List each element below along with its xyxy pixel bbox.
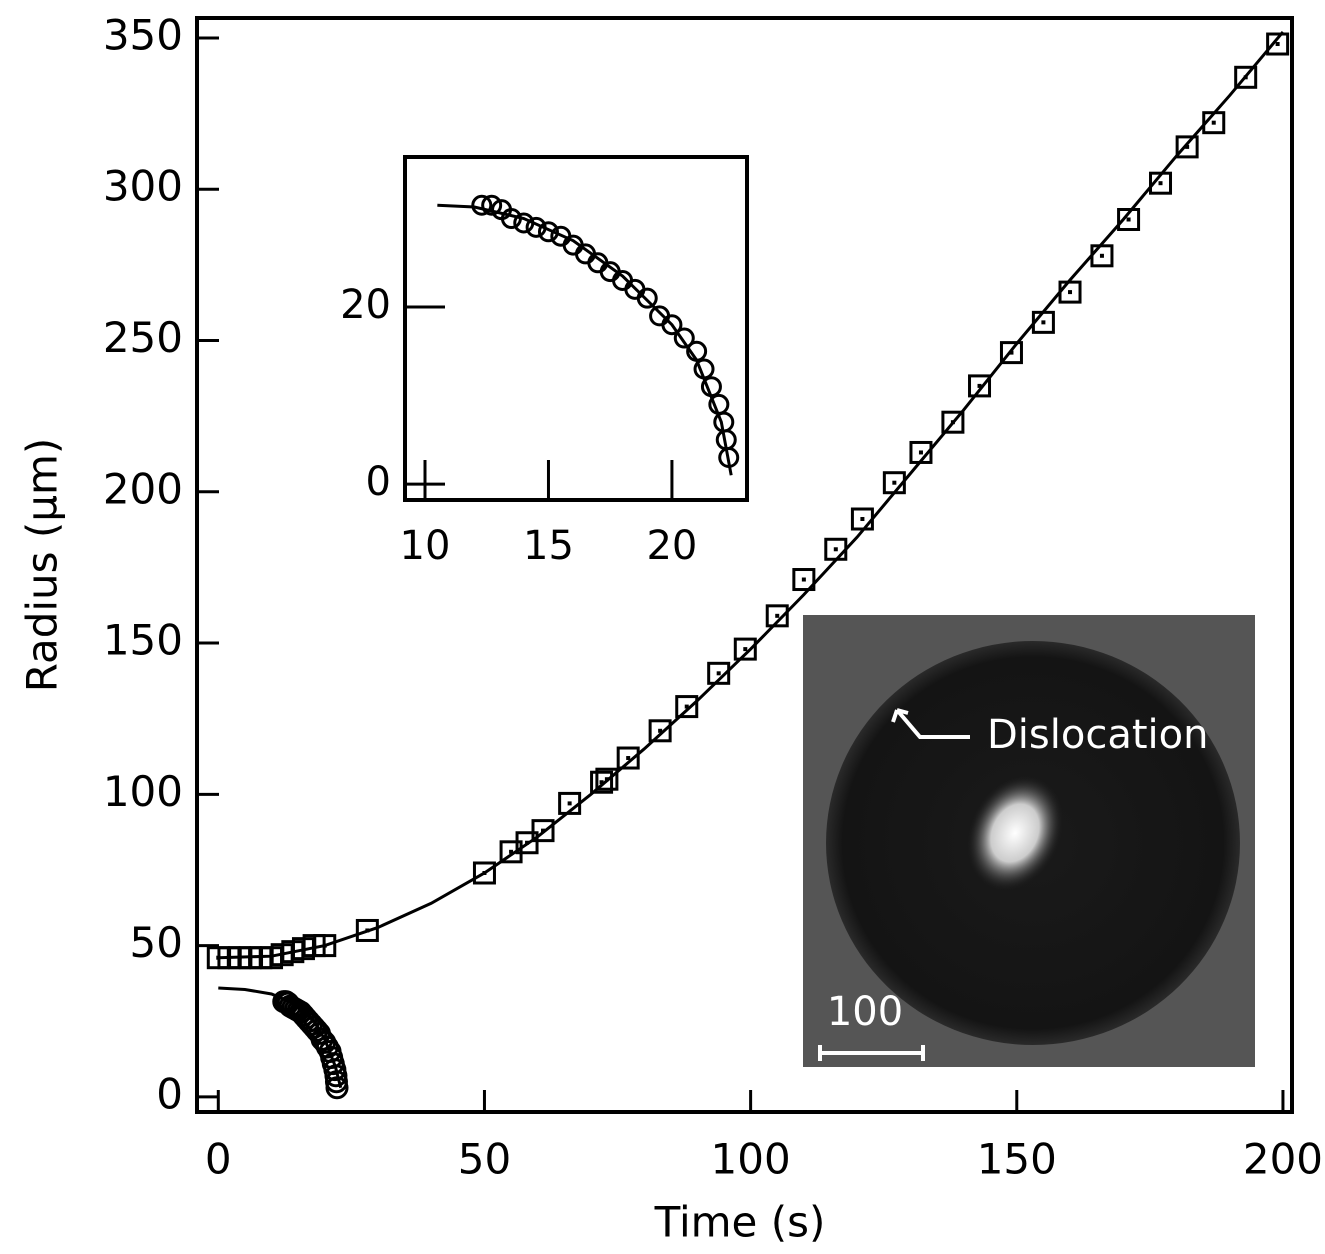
square-marker	[707, 661, 731, 685]
square-marker	[1234, 65, 1258, 89]
marker-dot	[918, 450, 923, 455]
y-tick-label: 300	[103, 162, 183, 211]
square-marker	[733, 637, 757, 661]
square-marker	[941, 410, 965, 434]
scale-label: 100	[827, 989, 903, 1035]
arrow	[891, 708, 970, 739]
plot-frame	[403, 155, 749, 502]
scale-bar	[818, 1045, 925, 1061]
marker-dot	[1211, 120, 1216, 125]
marker-dot	[743, 647, 748, 652]
square-marker	[590, 770, 614, 794]
marker-dot	[626, 756, 631, 761]
y-tick-label: 350	[103, 10, 183, 59]
fit-line	[218, 986, 343, 1089]
square-marker	[765, 604, 789, 628]
square-marker	[515, 831, 539, 855]
marker-dot	[833, 547, 838, 552]
inset-bg	[405, 157, 747, 500]
y-tick-label: 200	[103, 464, 183, 513]
marker-dot	[1275, 42, 1280, 47]
x-tick-label: 200	[1243, 1135, 1323, 1184]
circle-marker	[481, 194, 503, 216]
y-tick-label: 250	[103, 313, 183, 362]
marker-dot	[892, 480, 897, 485]
x-tick-label: 20	[646, 523, 697, 569]
square-marker	[355, 918, 379, 942]
marker-dot	[716, 671, 721, 676]
y-axis-label: Radius (µm)	[18, 438, 67, 693]
bright-core	[966, 775, 1064, 891]
marker-dot	[1009, 350, 1014, 355]
y-tick-label: 150	[103, 616, 183, 665]
square-marker	[675, 695, 699, 719]
circle-marker	[636, 287, 658, 309]
marker-dot	[775, 613, 780, 618]
fit-line	[218, 30, 1285, 960]
square-marker	[1117, 207, 1141, 231]
square-marker	[616, 746, 640, 770]
marker-dot	[1068, 290, 1073, 295]
marker-dot	[1126, 217, 1131, 222]
x-tick-label: 100	[711, 1135, 791, 1184]
marker-dot	[1158, 181, 1163, 186]
square-marker	[313, 934, 337, 958]
x-tick-label: 10	[400, 523, 451, 569]
y-tick-label: 0	[156, 1069, 183, 1118]
marker-dot	[1099, 253, 1104, 258]
square-marker	[1266, 32, 1290, 56]
marker-dot	[977, 383, 982, 388]
marker-dot	[658, 728, 663, 733]
square-marker	[648, 719, 672, 743]
x-axis-label: Time (s)	[654, 1198, 826, 1247]
square-marker	[595, 767, 619, 791]
x-tick-label: 15	[523, 523, 574, 569]
y-tick-label: 0	[366, 459, 391, 505]
annotation: Dislocation	[987, 712, 1208, 758]
square-marker	[1175, 135, 1199, 159]
y-tick-label: 50	[130, 918, 183, 967]
marker-dot	[509, 849, 514, 854]
square-marker	[999, 341, 1023, 365]
square-marker	[472, 861, 496, 885]
circle-marker	[302, 1015, 326, 1039]
x-tick-label: 0	[205, 1135, 232, 1184]
circle-marker	[673, 327, 695, 349]
marker-dot	[860, 517, 865, 522]
marker-dot	[801, 577, 806, 582]
circle-marker	[661, 314, 683, 336]
square-marker	[792, 568, 816, 592]
marker-dot	[1041, 320, 1046, 325]
x-tick-label: 50	[458, 1135, 511, 1184]
circle-marker	[471, 194, 493, 216]
marker-dot	[684, 704, 689, 709]
marker-dot	[567, 801, 572, 806]
micrograph: Dislocation 100	[803, 615, 1255, 1067]
square-marker	[968, 374, 992, 398]
y-tick-label: 20	[340, 282, 391, 328]
x-tick-label: 150	[977, 1135, 1057, 1184]
marker-dot	[599, 780, 604, 785]
square-marker	[531, 819, 555, 843]
fit-line	[437, 203, 733, 476]
y-tick-label: 100	[103, 767, 183, 816]
circle-marker	[537, 221, 559, 243]
marker-dot	[1185, 144, 1190, 149]
plot-frame	[195, 16, 1294, 1114]
